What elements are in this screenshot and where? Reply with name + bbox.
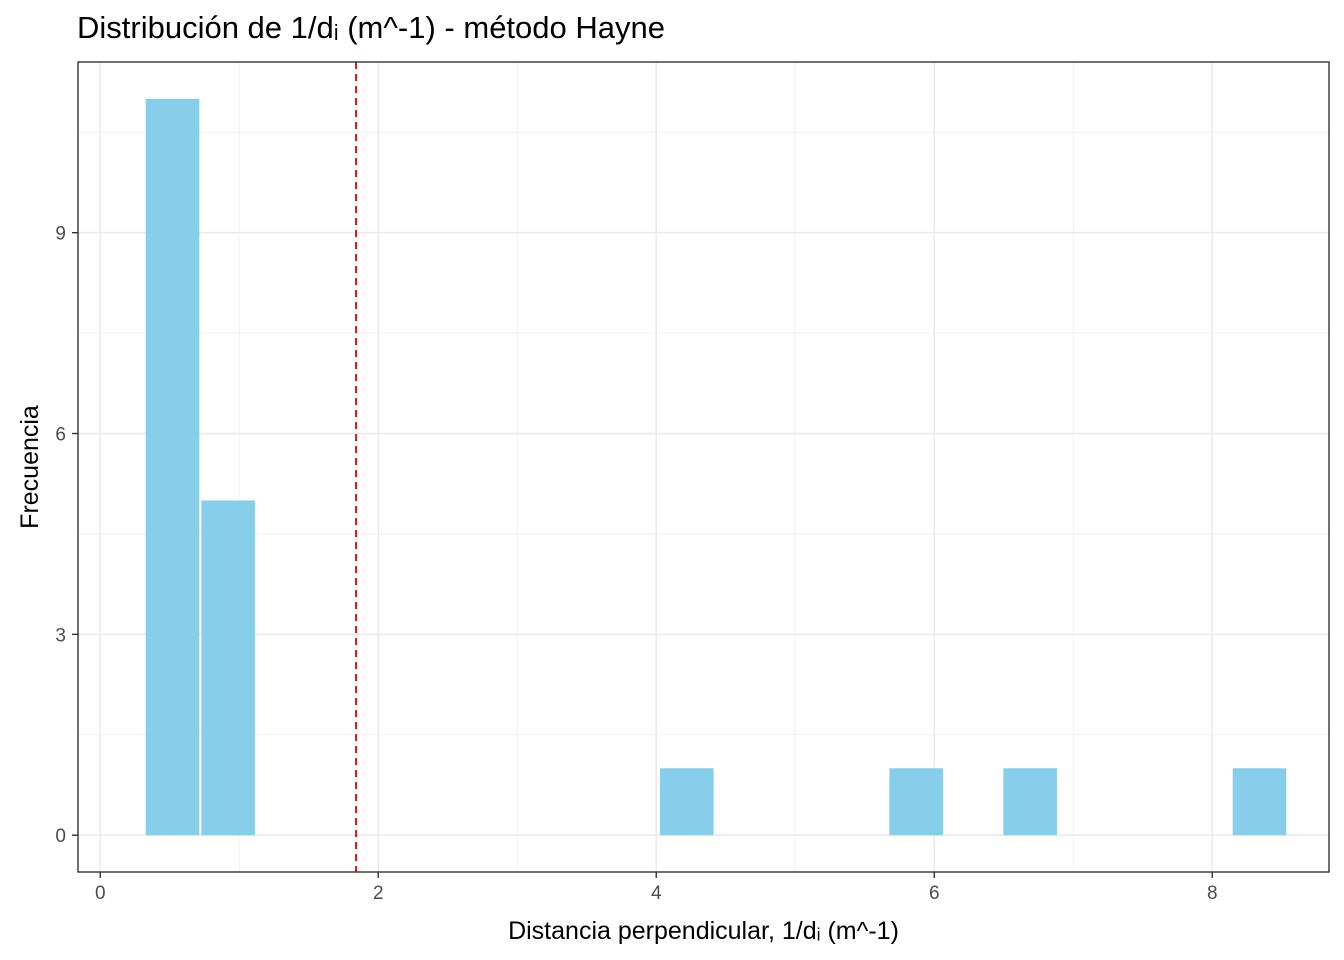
x-tick-label: 8 (1207, 883, 1218, 904)
histogram-bar (889, 768, 943, 836)
y-axis-title: Frecuencia (16, 405, 44, 529)
grid-layer (78, 62, 1329, 872)
y-tick-label: 3 (55, 625, 66, 646)
y-tick-label: 6 (55, 425, 66, 446)
histogram-bar (660, 768, 714, 836)
x-tick-label: 0 (95, 883, 106, 904)
histogram-bar (1003, 768, 1057, 836)
y-tick-label: 0 (55, 826, 66, 847)
y-tick-label: 9 (55, 224, 66, 245)
chart-title: Distribución de 1/dᵢ (m^-1) - método Hay… (77, 10, 665, 45)
x-axis-title: Distancia perpendicular, 1/dᵢ (m^-1) (508, 917, 899, 945)
histogram-bar (201, 500, 255, 836)
x-tick-label: 2 (373, 883, 384, 904)
panel-border (77, 61, 1330, 873)
bars-layer (145, 98, 1287, 836)
histogram-bar (145, 98, 200, 836)
axis-layer: 0 2 4 6 8 0 3 6 9 (55, 224, 1217, 904)
x-tick-label: 4 (651, 883, 662, 904)
x-tick-label: 6 (929, 883, 940, 904)
histogram-bar (1232, 768, 1287, 836)
